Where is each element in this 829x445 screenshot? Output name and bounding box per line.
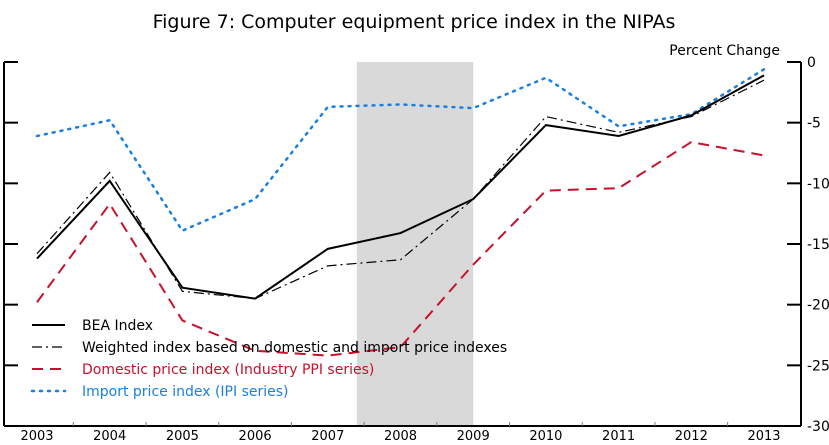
x-tick-label: 2005 (166, 429, 199, 441)
x-tick-label: 2006 (239, 429, 272, 441)
x-tick-label: 2004 (93, 429, 126, 441)
y-tick-label: -30 (807, 419, 829, 435)
x-tick-label: 2007 (311, 429, 344, 441)
x-tick-label: 2008 (384, 429, 417, 441)
y-tick-label: -10 (807, 176, 829, 192)
legend-label: BEA Index (82, 318, 153, 334)
x-tick-label: 2009 (457, 429, 490, 441)
y-tick-label: 0 (807, 55, 816, 71)
y-axis-label: Percent Change (669, 43, 780, 59)
x-tick-label: 2010 (529, 429, 562, 441)
x-tick-label: 2003 (20, 429, 53, 441)
legend-label: Domestic price index (Industry PPI serie… (82, 362, 374, 378)
x-tick-label: 2012 (675, 429, 708, 441)
y-tick-label: -20 (807, 298, 829, 314)
chart-title: Figure 7: Computer equipment price index… (153, 11, 676, 33)
x-tick-label: 2013 (747, 429, 780, 441)
y-tick-label: -25 (807, 358, 829, 374)
x-tick-label: 2011 (602, 429, 635, 441)
legend-label: Weighted index based on domestic and imp… (82, 340, 507, 356)
y-tick-label: -15 (807, 237, 829, 253)
legend-label: Import price index (IPI series) (82, 384, 289, 400)
y-tick-label: -5 (807, 116, 821, 132)
